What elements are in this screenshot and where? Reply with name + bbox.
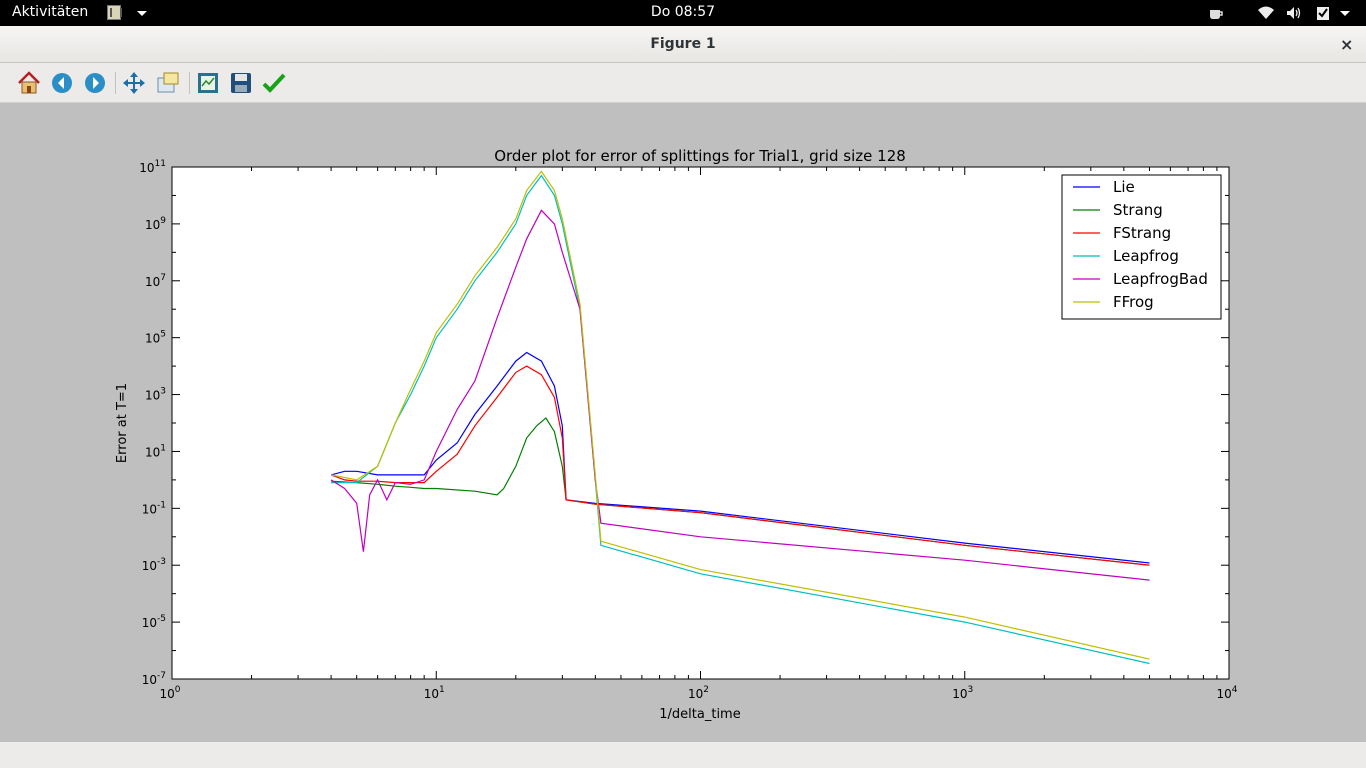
volume-icon[interactable]	[1286, 5, 1302, 21]
y-tick-label: 109	[145, 216, 166, 232]
system-menu-chevron-icon[interactable]	[1340, 11, 1350, 16]
x-tick-label: 101	[424, 685, 445, 701]
plot-frame	[171, 166, 1230, 680]
series-line-ffrog	[330, 170, 1150, 660]
close-button[interactable]: ×	[1340, 35, 1354, 54]
order-plot-chart: Order plot for error of splittings for T…	[115, 147, 1238, 722]
y-tick-label: 105	[145, 330, 166, 346]
y-tick-label: 107	[145, 273, 166, 289]
x-axis-label: 1/delta_time	[659, 707, 740, 722]
legend-label-leapfrogbad: LeapfrogBad	[1113, 270, 1208, 288]
legend-label-fstrang: FStrang	[1113, 224, 1171, 242]
legend-box	[1061, 174, 1222, 320]
legend-label-strang: Strang	[1113, 201, 1163, 219]
plot-area	[172, 167, 1229, 679]
edit-check-icon[interactable]	[262, 71, 286, 95]
bottom-status-bar	[0, 742, 1366, 768]
x-tick-label: 100	[159, 685, 180, 701]
y-tick-label: 10-1	[142, 500, 166, 516]
y-tick-label: 10-5	[142, 614, 166, 630]
back-arrow-icon[interactable]	[50, 71, 74, 95]
y-tick-label: 103	[145, 387, 166, 403]
forward-arrow-icon[interactable]	[83, 71, 107, 95]
clock[interactable]: Do 08:57	[650, 4, 716, 20]
legend-label-ffrog: FFrog	[1113, 293, 1154, 311]
legend-label-lie: Lie	[1113, 178, 1135, 196]
zoom-rect-icon[interactable]	[156, 71, 180, 95]
home-icon[interactable]	[17, 71, 41, 95]
axis-ticks: 100 101 102 103 104 1011 109 107 105 103 101 10-1 10…	[139, 159, 1238, 701]
series-lines	[330, 170, 1150, 665]
x-tick-label: 103	[952, 685, 973, 701]
coffee-cup-icon[interactable]	[1208, 5, 1224, 21]
y-tick-label: 10-7	[142, 671, 166, 687]
pan-move-icon[interactable]	[122, 71, 146, 95]
legend: Lie Strang FStrang Leapfrog LeapfrogBad FFrog	[1061, 174, 1222, 320]
toolbar	[0, 63, 1366, 103]
clipboard-check-icon[interactable]	[1315, 5, 1331, 21]
x-tick-label: 104	[1216, 685, 1237, 701]
y-tick-label: 101	[145, 443, 166, 459]
top-bar: Aktivitäten Do 08:57	[0, 0, 1366, 26]
chevron-down-icon[interactable]	[137, 11, 147, 16]
window-title: Figure 1	[650, 36, 716, 52]
subplots-config-icon[interactable]	[196, 71, 220, 95]
y-tick-label: 10-3	[142, 557, 166, 573]
window-titlebar: Figure 1 ×	[0, 26, 1366, 63]
y-tick-label: 1011	[139, 159, 166, 175]
y-axis-label: Error at T=1	[115, 383, 130, 463]
legend-label-leapfrog: Leapfrog	[1113, 247, 1179, 265]
wifi-icon[interactable]	[1258, 5, 1274, 21]
save-floppy-icon[interactable]	[229, 71, 253, 95]
app-menu-icon[interactable]	[107, 5, 122, 20]
x-tick-label: 102	[688, 685, 709, 701]
series-line-fstrang	[330, 365, 1150, 566]
activities-button[interactable]: Aktivitäten	[12, 4, 89, 20]
chart-title: Order plot for error of splittings for T…	[494, 147, 906, 165]
